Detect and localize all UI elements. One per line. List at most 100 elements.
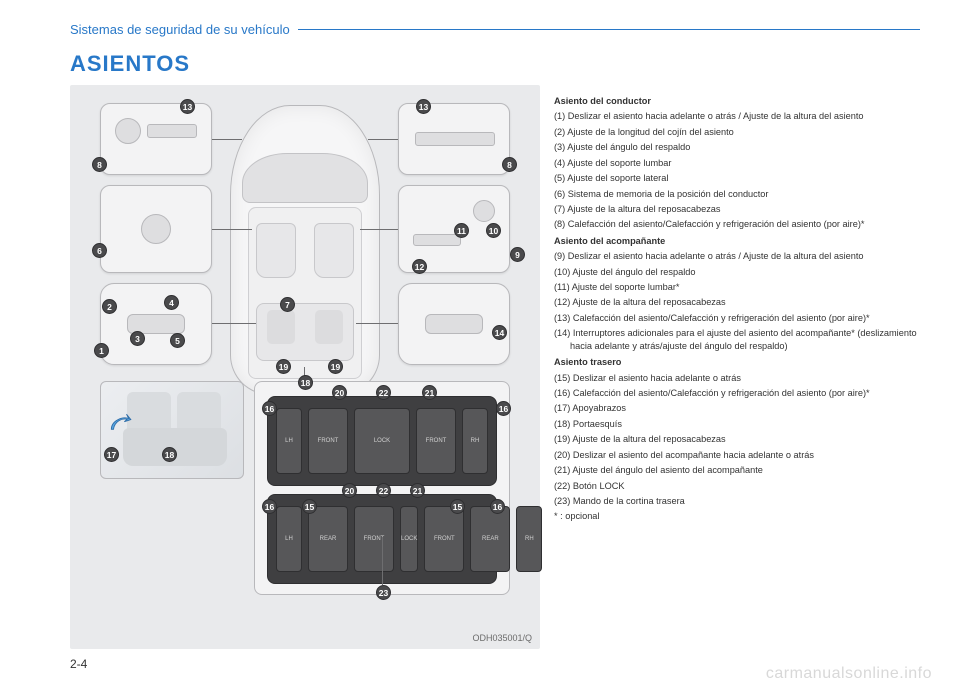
list-item: (21) Ajuste del ángulo del asiento del a…	[554, 464, 920, 476]
manual-page: Sistemas de seguridad de su vehículo ASI…	[0, 0, 960, 689]
callout-13: 13	[416, 99, 431, 114]
callout-15: 15	[450, 499, 465, 514]
list-item: (15) Deslizar el asiento hacia adelante …	[554, 372, 920, 384]
group-title: Asiento del conductor	[554, 95, 920, 107]
console-label-lock: LOCK	[374, 438, 390, 445]
leader-line	[212, 323, 256, 324]
callout-6: 6	[92, 243, 107, 258]
list-item: (22) Botón LOCK	[554, 480, 920, 492]
callout-16: 16	[262, 401, 277, 416]
callout-22: 22	[376, 483, 391, 498]
watermark: carmanualsonline.info	[766, 665, 932, 683]
detail-panel-aux-switch	[398, 283, 510, 365]
figure-code: ODH035001/Q	[472, 633, 532, 643]
list-item: (13) Calefacción del asiento/Calefacción…	[554, 312, 920, 324]
console-label-rh: RH	[525, 536, 534, 543]
leader-line	[212, 139, 242, 140]
list-item: (8) Calefacción del asiento/Calefacción …	[554, 218, 920, 230]
callout-7: 7	[280, 297, 295, 312]
content-row: LH FRONT LOCK FRONT RH LH REAR FRONT LOC…	[70, 85, 920, 649]
callout-15: 15	[302, 499, 317, 514]
callout-13: 13	[180, 99, 195, 114]
list-item: (10) Ajuste del ángulo del respaldo	[554, 266, 920, 278]
callout-22: 22	[376, 385, 391, 400]
list-item: (5) Ajuste del soporte lateral	[554, 172, 920, 184]
console-btn-rh: RH	[462, 408, 488, 474]
page-header: Sistemas de seguridad de su vehículo	[70, 22, 920, 37]
callout-16: 16	[490, 499, 505, 514]
header-rule	[298, 29, 920, 30]
callout-21: 21	[410, 483, 425, 498]
callout-12: 12	[412, 259, 427, 274]
list-item: (1) Deslizar el asiento hacia adelante o…	[554, 110, 920, 122]
car-windshield	[242, 153, 368, 203]
list-item: (3) Ajuste del ángulo del respaldo	[554, 141, 920, 153]
detail-panel-driver-controls	[100, 283, 212, 365]
console-label-lh: LH	[285, 438, 293, 445]
text-column: Asiento del conductor (1) Deslizar el asi…	[554, 85, 920, 649]
callout-11: 11	[454, 223, 469, 238]
console-btn-lh: LH	[276, 408, 302, 474]
list-item: (17) Apoyabrazos	[554, 402, 920, 414]
detail-panel-passenger-heater	[398, 103, 510, 175]
list-item: (19) Ajuste de la altura del reposacabez…	[554, 433, 920, 445]
console-btn-lock: LOCK	[354, 408, 410, 474]
console-label-front: FRONT	[426, 438, 447, 445]
footnote: * : opcional	[554, 510, 920, 522]
callout-16: 16	[262, 499, 277, 514]
front-right-seat	[314, 223, 354, 278]
callout-18: 18	[298, 375, 313, 390]
console-btn-front-r: FRONT	[416, 408, 456, 474]
detail-panel-driver-heater	[100, 103, 212, 175]
console-label-lock: LOCK	[401, 536, 417, 543]
leader-line	[212, 229, 252, 230]
list-item: (16) Calefacción del asiento/Calefacción…	[554, 387, 920, 399]
callout-17: 17	[104, 447, 119, 462]
callout-3: 3	[130, 331, 145, 346]
console-btn-front-l2: FRONT	[354, 506, 394, 572]
list-item: (4) Ajuste del soporte lumbar	[554, 157, 920, 169]
list-item: (6) Sistema de memoria de la posición de…	[554, 188, 920, 200]
console-label-front: FRONT	[434, 536, 455, 543]
rear-console-upper: LH FRONT LOCK FRONT RH	[267, 396, 497, 486]
list-item: (11) Ajuste del soporte lumbar*	[554, 281, 920, 293]
rear-seat	[256, 303, 354, 361]
section-title: ASIENTOS	[70, 51, 920, 77]
list-item: (23) Mando de la cortina trasera	[554, 495, 920, 507]
console-btn-lh-2: LH	[276, 506, 302, 572]
header-text: Sistemas de seguridad de su vehículo	[70, 22, 290, 37]
callout-18: 18	[162, 447, 177, 462]
list-item: (12) Ajuste de la altura del reposacabez…	[554, 296, 920, 308]
callout-20: 20	[342, 483, 357, 498]
console-label-rear: REAR	[482, 536, 499, 543]
callout-16: 16	[496, 401, 511, 416]
console-btn-rh-2: RH	[516, 506, 542, 572]
list-item: (18) Portaesquís	[554, 418, 920, 430]
list-item: (7) Ajuste de la altura del reposacabeza…	[554, 203, 920, 215]
group-title: Asiento trasero	[554, 356, 920, 368]
callout-14: 14	[492, 325, 507, 340]
console-label-rear: REAR	[320, 536, 337, 543]
group-title: Asiento del acompañante	[554, 235, 920, 247]
console-btn-front-l: FRONT	[308, 408, 348, 474]
callout-21: 21	[422, 385, 437, 400]
leader-line	[356, 323, 398, 324]
callout-1: 1	[94, 343, 109, 358]
rear-seat-detail	[100, 381, 244, 479]
console-btn-front-r2: FRONT	[424, 506, 464, 572]
list-item: (2) Ajuste de la longitud del cojín del …	[554, 126, 920, 138]
callout-2: 2	[102, 299, 117, 314]
fold-arrow-icon	[107, 412, 133, 438]
callout-5: 5	[170, 333, 185, 348]
callout-10: 10	[486, 223, 501, 238]
seat-diagram-figure: LH FRONT LOCK FRONT RH LH REAR FRONT LOC…	[70, 85, 540, 649]
list-item: (20) Deslizar el asiento del acompañante…	[554, 449, 920, 461]
console-btn-lock-2: LOCK	[400, 506, 418, 572]
list-item: (9) Deslizar el asiento hacia adelante o…	[554, 250, 920, 262]
callout-8: 8	[502, 157, 517, 172]
callout-19: 19	[276, 359, 291, 374]
leader-line	[382, 537, 383, 585]
console-btn-rear-r: REAR	[470, 506, 510, 572]
callout-19: 19	[328, 359, 343, 374]
callout-9: 9	[510, 247, 525, 262]
